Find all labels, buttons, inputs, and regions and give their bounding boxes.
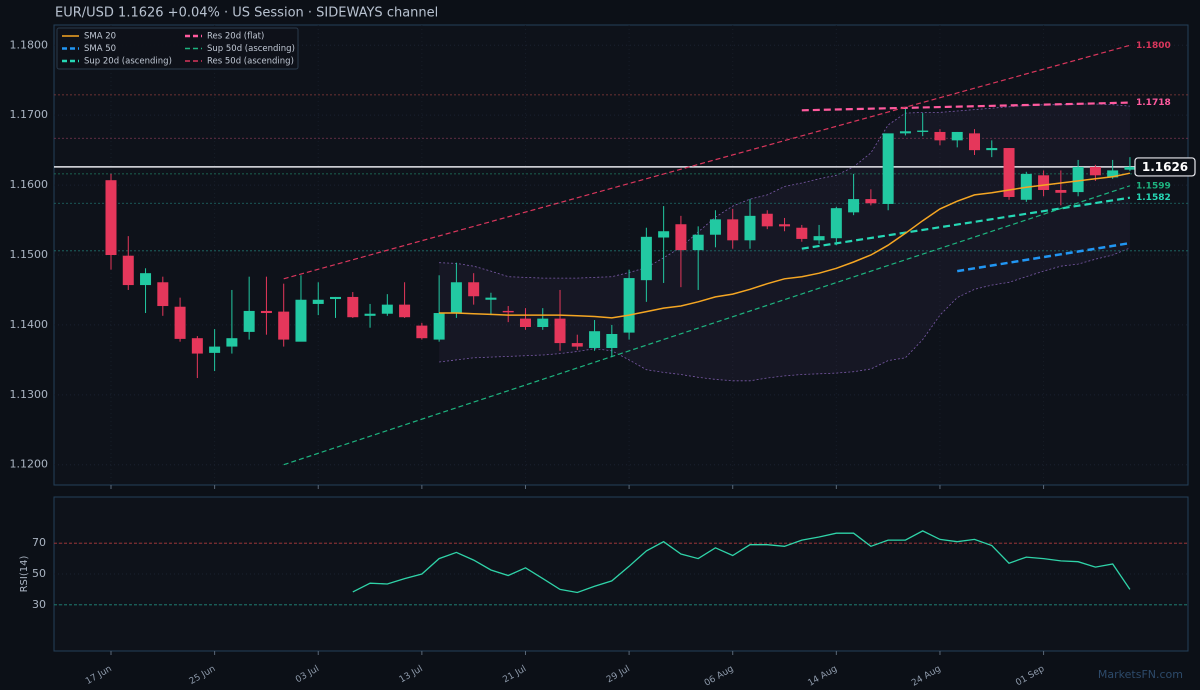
candle-body [796,227,808,239]
candle-body [519,318,531,328]
rsi-axis-label: RSI(14) [19,556,30,593]
legend-label: Res 20d (flat) [207,32,264,42]
candle-body [848,199,860,213]
candle-body [140,273,152,286]
candle-body [295,299,307,342]
candle-body [934,131,946,141]
last-price-badge [1134,157,1196,177]
trendline [283,185,1131,466]
candle-body [209,346,221,353]
candle-body [381,304,393,314]
rsi-line [352,530,1131,594]
candle-body [157,282,169,307]
band-lower [439,247,1131,382]
y-tick-label: 1.1200 [10,458,49,471]
candle-body [468,282,480,297]
trendline-label: 1.1599 [1136,181,1171,191]
band-upper [439,103,1130,279]
candle-body [1107,170,1119,178]
candle-body [830,208,842,239]
price-panel [53,24,1189,486]
candle-body [174,306,186,339]
candle-body [364,313,376,316]
legend-label: SMA 20 [84,32,116,42]
y-tick-label: 1.1600 [10,178,49,191]
candle-body [243,310,255,332]
candle-body [606,333,618,348]
candle-body [640,236,652,281]
candle-body [554,318,566,344]
candle-body [761,213,773,227]
candle-body [502,310,514,313]
candle-body [899,131,911,134]
candle-body [882,133,894,204]
trendline-label: 1.1800 [1136,41,1171,51]
candle-body [485,297,497,300]
rsi-panel [53,496,1189,652]
candle-body [589,331,601,348]
candle-body [330,296,342,300]
candle-body [399,304,411,318]
candle-body [709,219,721,235]
candle-body [865,199,877,204]
trendline [801,196,1131,250]
candle-body [1055,189,1067,193]
rsi-tick-label: 30 [32,598,46,611]
candle-body [450,282,462,314]
candle-body [433,313,445,340]
legend-label: Sup 50d (ascending) [207,44,295,54]
y-tick-label: 1.1700 [10,108,49,121]
candle-body [813,236,825,241]
series-line [957,241,1131,273]
legend-label: Sup 20d (ascending) [84,57,172,67]
candle-body [571,343,583,347]
trendline-label: 1.1582 [1136,193,1171,203]
candle-body [1124,166,1136,170]
watermark: MarketsFN.com [1098,668,1183,681]
last-price-label: 1.1626 [1142,160,1188,174]
trendline [283,44,1131,280]
legend-label: Res 50d (ascending) [207,57,294,67]
candle-body [260,310,272,314]
candle-body [122,255,134,286]
trendline-label: 1.1718 [1136,98,1171,108]
candle-body [1089,166,1101,176]
candle-body [969,133,980,151]
candle-body [986,148,998,151]
legend-label: SMA 50 [84,44,116,54]
candle-body [744,215,756,241]
series-line [439,172,1131,319]
candle-body [312,299,324,304]
candle-body [1003,148,1015,197]
candle-body [727,219,739,241]
band-fill [439,103,1130,381]
candle-body [191,338,203,354]
candle-body [105,180,117,255]
legend-box [56,27,299,70]
y-tick-label: 1.1800 [10,38,49,51]
candle-body [278,311,290,340]
candle-body [675,224,687,251]
candle-body [951,131,963,141]
candle-body [226,338,238,347]
candle-body [658,231,670,238]
y-tick-label: 1.1300 [10,388,49,401]
candle-body [347,296,359,318]
candle-body [692,234,704,251]
candle-body [1072,166,1084,193]
y-tick-label: 1.1500 [10,248,49,261]
y-tick-label: 1.1400 [10,318,49,331]
candle-body [416,325,428,339]
chart-title: EUR/USD 1.1626 +0.04% · US Session · SID… [55,6,438,21]
candle-body [1038,175,1050,190]
candle-body [779,224,791,227]
candle-body [623,278,635,333]
candle-body [537,318,549,328]
candle-body [917,130,929,132]
rsi-tick-label: 70 [32,536,46,549]
rsi-tick-label: 50 [32,567,46,580]
